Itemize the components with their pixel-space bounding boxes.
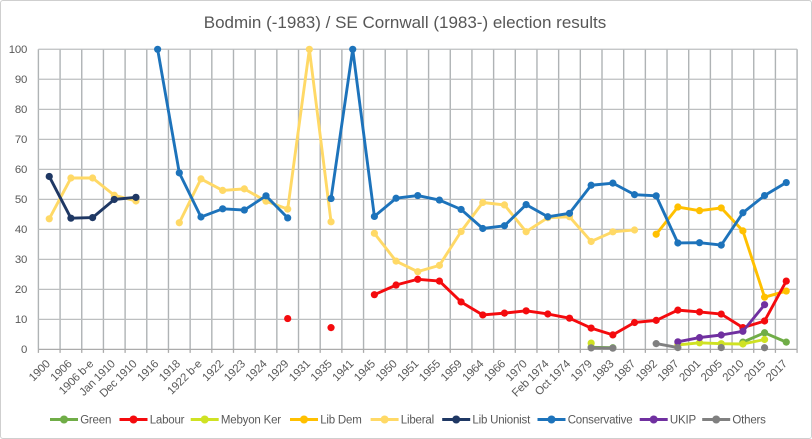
svg-text:40: 40 [15,224,27,236]
svg-text:2005: 2005 [699,358,725,384]
svg-text:1916: 1916 [135,358,161,384]
svg-text:1900: 1900 [27,358,53,384]
svg-text:1983: 1983 [591,358,617,384]
svg-text:100: 100 [9,44,27,56]
svg-text:1997: 1997 [656,358,682,384]
svg-text:1955: 1955 [417,358,443,384]
svg-text:Green: Green [80,415,111,427]
svg-text:60: 60 [15,164,27,176]
svg-text:1929: 1929 [265,358,291,384]
svg-text:80: 80 [15,104,27,116]
svg-text:1951: 1951 [396,358,422,384]
svg-text:2010: 2010 [721,358,747,384]
svg-text:1922: 1922 [200,358,226,384]
svg-text:20: 20 [15,284,27,296]
svg-text:2015: 2015 [742,358,768,384]
svg-text:50: 50 [15,194,27,206]
svg-text:1966: 1966 [482,358,508,384]
svg-text:1941: 1941 [330,358,356,384]
svg-text:Liberal: Liberal [401,415,434,427]
svg-text:Labour: Labour [150,415,185,427]
svg-text:Others: Others [732,415,766,427]
svg-text:0: 0 [21,344,27,356]
svg-text:70: 70 [15,134,27,146]
svg-text:10: 10 [15,314,27,326]
svg-text:1964: 1964 [461,358,487,384]
svg-text:30: 30 [15,254,27,266]
svg-text:1959: 1959 [439,358,465,384]
svg-text:1935: 1935 [309,358,335,384]
svg-text:1931: 1931 [287,358,313,384]
svg-text:1979: 1979 [569,358,595,384]
svg-text:Bodmin (-1983) / SE Cornwall (: Bodmin (-1983) / SE Cornwall (1983-) ele… [204,13,607,32]
svg-text:Mebyon Ker: Mebyon Ker [221,415,281,427]
svg-text:90: 90 [15,74,27,86]
svg-text:Conservative: Conservative [568,415,633,427]
svg-text:2001: 2001 [677,358,703,384]
svg-text:Lib Dem: Lib Dem [320,415,361,427]
svg-text:2017: 2017 [764,358,790,384]
svg-text:1987: 1987 [612,358,638,384]
svg-text:1992: 1992 [634,358,660,384]
svg-text:Lib Unionist: Lib Unionist [472,415,531,427]
svg-text:UKIP: UKIP [670,415,697,427]
svg-text:1945: 1945 [352,358,378,384]
svg-text:1923: 1923 [222,358,248,384]
svg-text:1950: 1950 [374,358,400,384]
svg-text:1924: 1924 [244,358,270,384]
